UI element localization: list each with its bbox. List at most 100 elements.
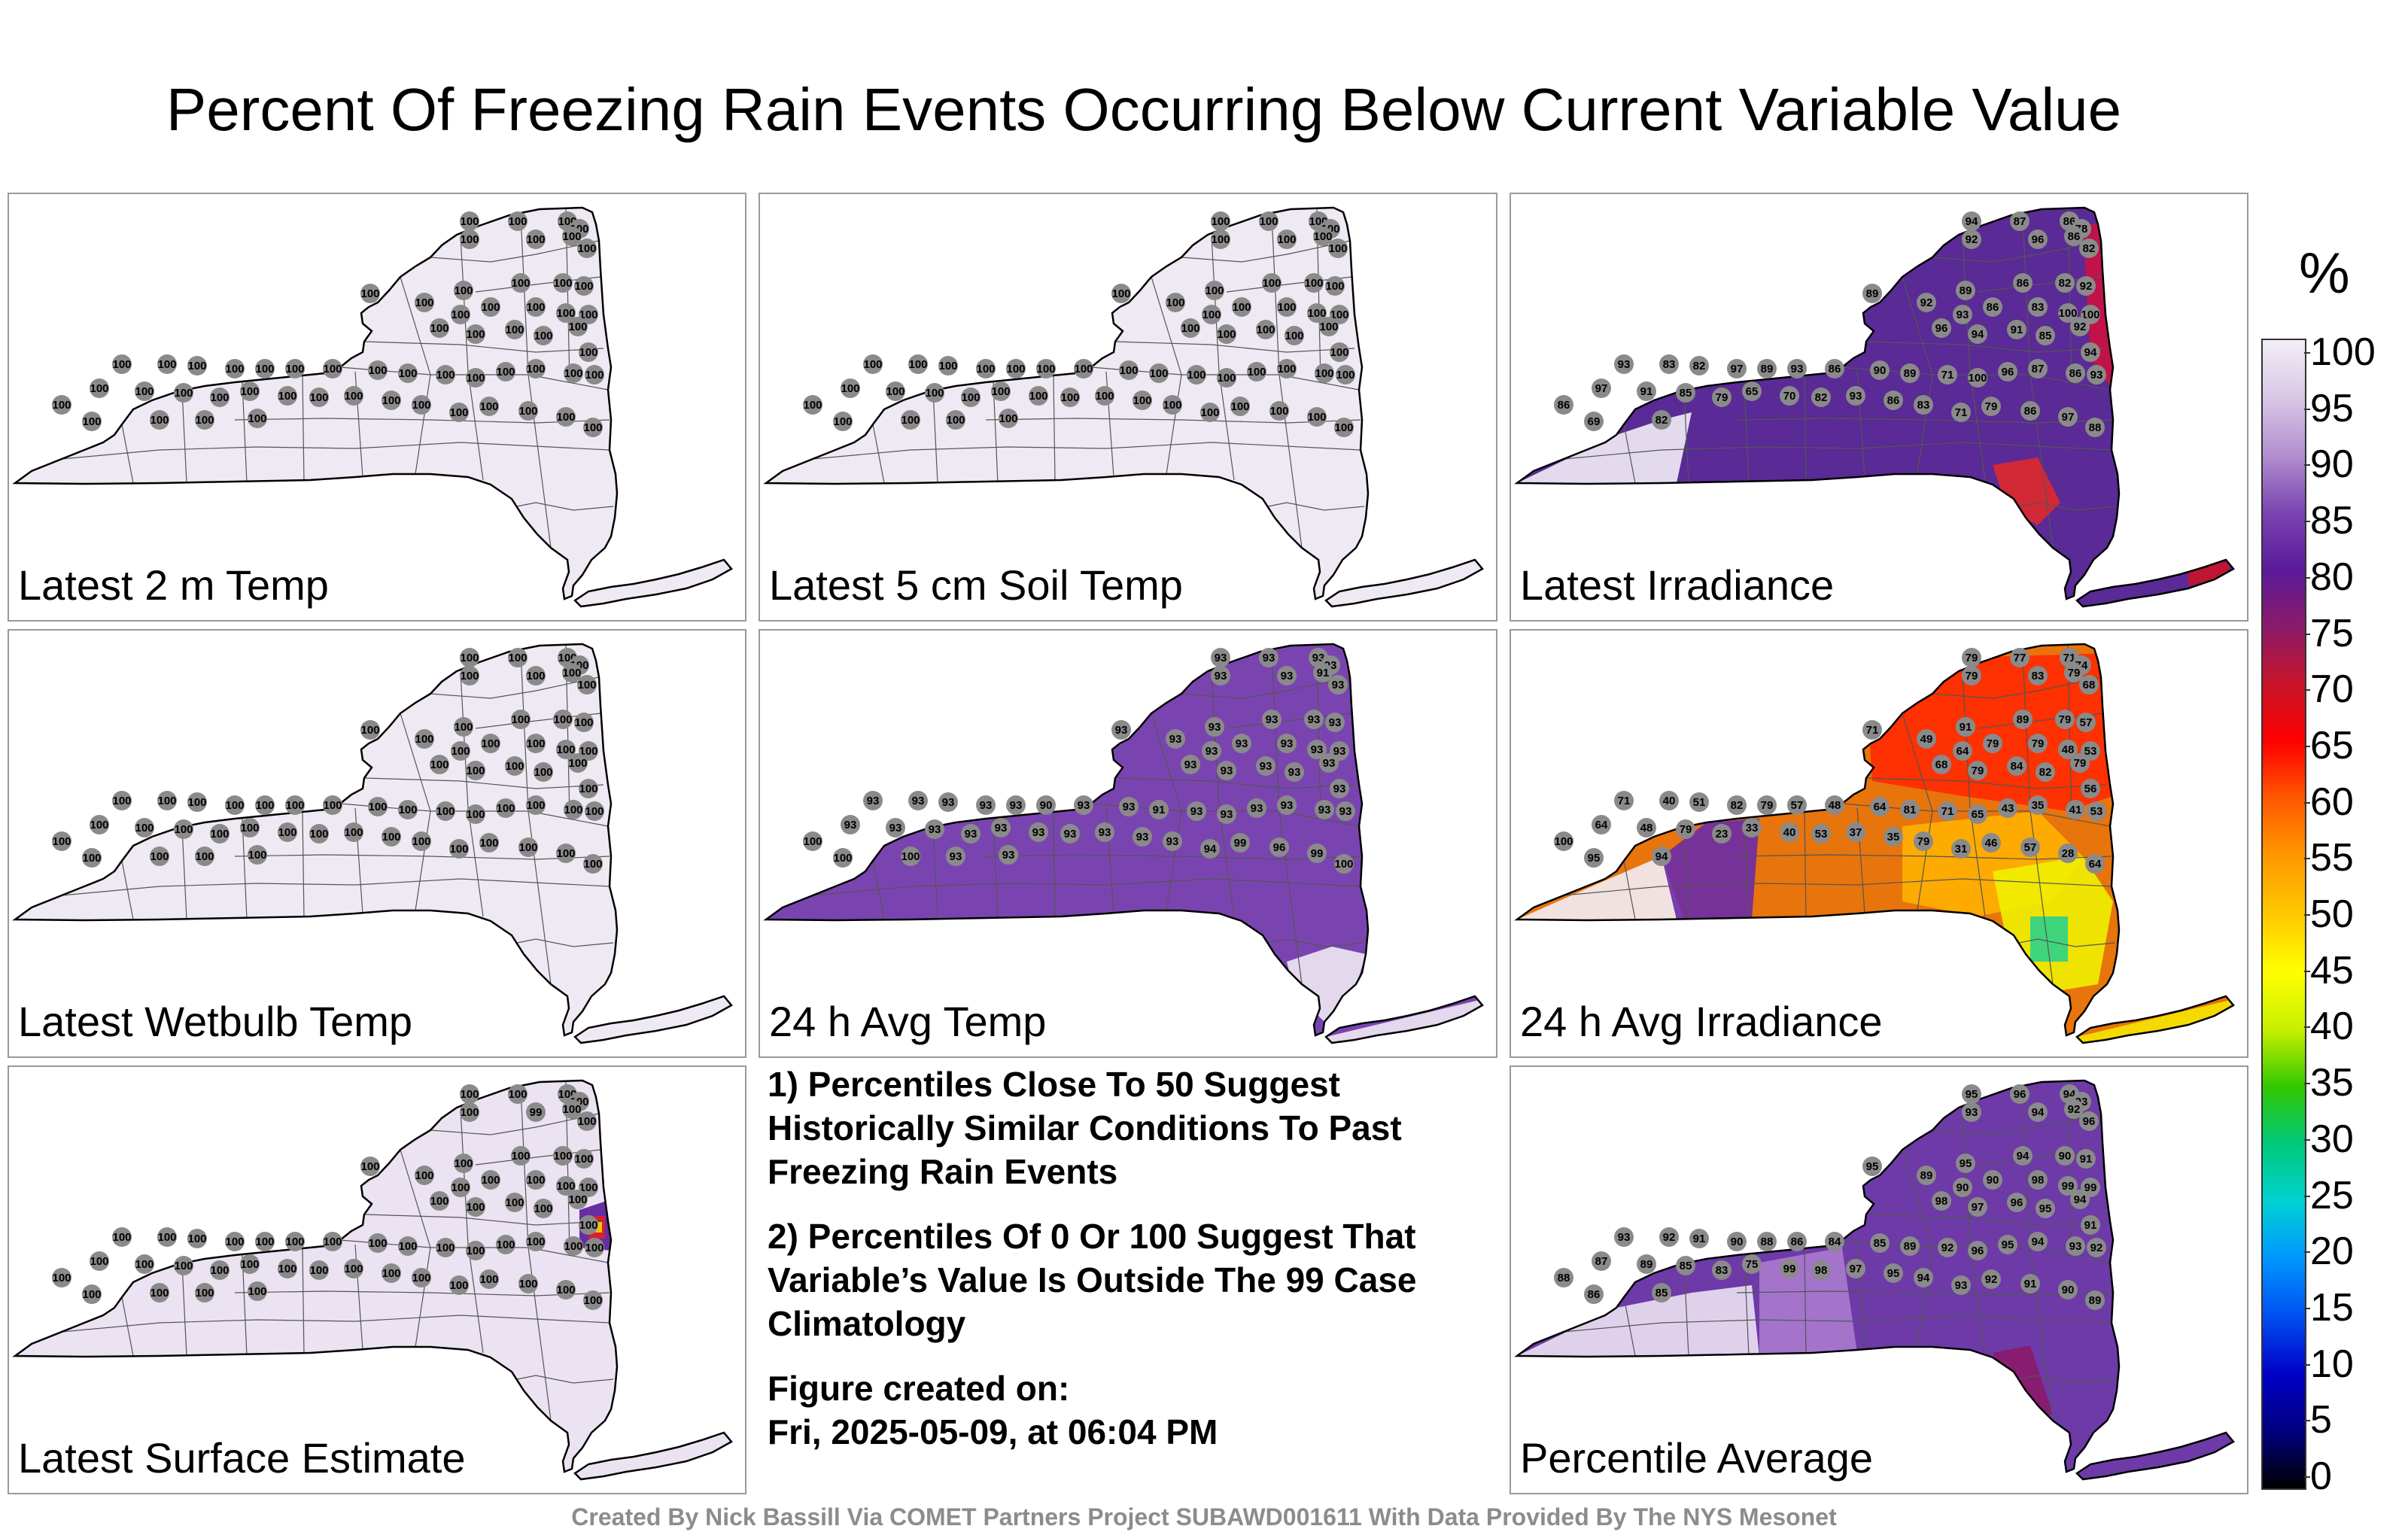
state-border — [12, 1079, 619, 1473]
station-marker — [466, 324, 485, 344]
station-value: 91 — [1317, 667, 1330, 679]
station-value: 85 — [1655, 1287, 1668, 1299]
station-marker — [2076, 1149, 2096, 1169]
station-value: 94 — [2032, 1236, 2045, 1248]
station-value: 40 — [1663, 795, 1676, 807]
station-value: 88 — [1761, 1236, 1774, 1248]
station-marker — [1181, 755, 1200, 774]
county-border — [1744, 381, 1750, 484]
station-marker — [1074, 359, 1093, 378]
station-value: 100 — [412, 835, 430, 848]
station-marker — [1727, 1232, 1747, 1251]
station-marker — [451, 305, 470, 324]
station-value: 100 — [255, 799, 274, 812]
station-marker — [1981, 397, 2001, 416]
station-value: 100 — [451, 309, 470, 321]
station-value: 94 — [1655, 850, 1668, 863]
station-marker — [2058, 1176, 2078, 1196]
station-marker — [1584, 412, 1604, 431]
station-value: 93 — [995, 822, 1008, 834]
station-value: 40 — [1783, 826, 1796, 839]
station-value: 100 — [511, 713, 530, 726]
station-value: 91 — [2084, 1219, 2097, 1232]
station-marker — [415, 729, 434, 749]
station-value: 87 — [1595, 1255, 1608, 1268]
station-value: 100 — [135, 385, 154, 398]
station-value: 100 — [1163, 399, 1181, 412]
station-value: 100 — [579, 1219, 597, 1232]
station-marker — [174, 383, 193, 403]
colorbar-tick-label: 45 — [2310, 948, 2354, 992]
station-value: 100 — [562, 1103, 581, 1116]
station-value: 93 — [1618, 1231, 1631, 1244]
station-value: 90 — [2059, 1150, 2072, 1163]
county-border — [1683, 1263, 1689, 1357]
station-value: 93 — [1966, 1106, 1978, 1119]
station-marker — [583, 418, 603, 437]
state-border — [2075, 1431, 2235, 1481]
station-marker — [1968, 804, 1987, 824]
station-value: 100 — [412, 399, 430, 412]
station-marker — [1307, 740, 1327, 759]
long-island-outline — [1326, 560, 1482, 606]
station-value: 100 — [52, 1272, 71, 1284]
colorbar-tick-label: 100 — [2310, 330, 2376, 374]
station-marker — [1846, 386, 1865, 406]
station-marker — [2028, 1170, 2048, 1190]
station-value: 100 — [833, 415, 852, 428]
station-marker — [1259, 211, 1278, 231]
station-marker — [553, 1146, 573, 1166]
station-value: 98 — [1815, 1264, 1828, 1277]
station-marker — [908, 354, 928, 374]
station-value: 79 — [1680, 823, 1692, 836]
station-marker — [2076, 713, 2096, 732]
station-value: 100 — [925, 387, 944, 400]
station-marker — [2013, 710, 2033, 729]
station-marker — [1277, 734, 1297, 753]
station-value: 94 — [2074, 1193, 2087, 1206]
station-marker — [466, 761, 485, 780]
station-marker — [577, 239, 597, 258]
station-marker — [466, 368, 485, 388]
station-marker — [1217, 368, 1236, 388]
station-marker — [1956, 281, 1975, 300]
station-value: 93 — [1251, 802, 1263, 815]
station-value: 100 — [564, 367, 582, 380]
station-value: 57 — [1791, 799, 1804, 812]
station-value: 93 — [1169, 733, 1182, 746]
station-marker — [1187, 801, 1206, 821]
station-marker — [449, 839, 469, 859]
station-marker — [2055, 710, 2075, 729]
station-marker — [1757, 795, 1777, 815]
station-marker — [574, 276, 594, 296]
station-marker — [1149, 800, 1169, 819]
station-value: 100 — [479, 1273, 498, 1286]
station-marker — [2028, 1232, 2048, 1251]
station-marker — [2070, 1190, 2090, 1209]
station-value: 100 — [225, 799, 244, 812]
station-value: 79 — [2074, 757, 2087, 770]
station-marker — [2066, 800, 2085, 819]
station-value: 89 — [1640, 1258, 1653, 1271]
station-value: 93 — [1221, 764, 1233, 777]
station-value: 93 — [1308, 713, 1321, 726]
station-marker — [1262, 273, 1282, 293]
station-marker — [1914, 395, 1933, 415]
station-value: 100 — [556, 847, 575, 860]
station-value: 100 — [568, 321, 587, 333]
station-value: 100 — [526, 737, 545, 750]
station-marker — [2058, 843, 2078, 863]
station-marker — [278, 386, 297, 406]
station-value: 79 — [1987, 737, 1999, 750]
station-marker — [568, 1190, 588, 1209]
station-value: 100 — [568, 757, 587, 770]
colorbar-tick-mark — [2304, 464, 2310, 467]
station-marker — [2085, 418, 2105, 437]
station-value: 92 — [2068, 1103, 2081, 1116]
station-value: 100 — [585, 1242, 604, 1254]
station-marker — [991, 818, 1011, 837]
station-marker — [534, 1199, 553, 1218]
station-value: 92 — [2080, 280, 2093, 293]
county-border — [181, 1263, 187, 1357]
